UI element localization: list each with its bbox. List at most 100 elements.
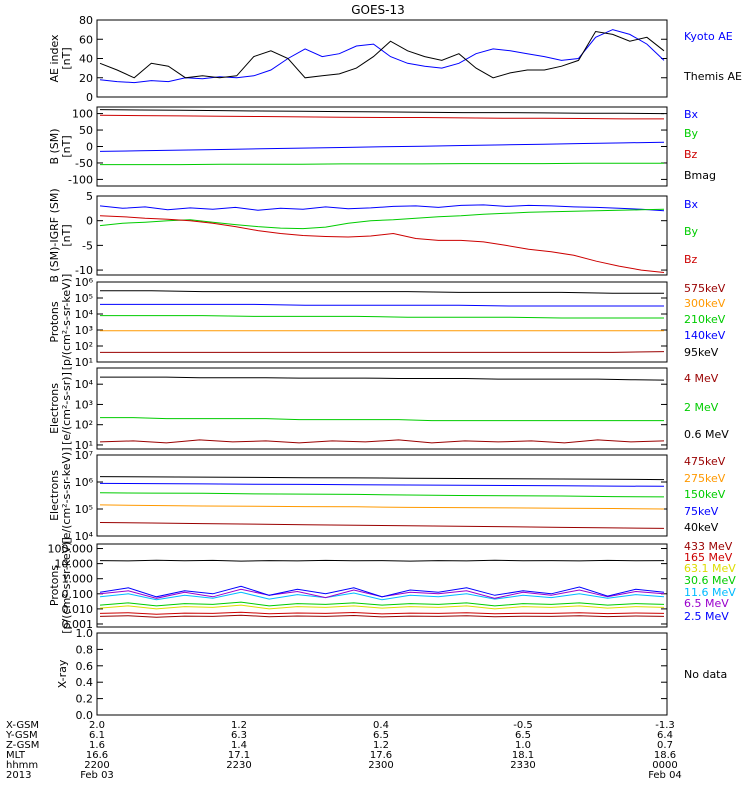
series-line-by	[100, 162, 664, 166]
footer-value: 17.6	[370, 750, 392, 761]
y-tick-label: 10²	[75, 419, 93, 432]
legend-entry: 2 MeV	[684, 401, 719, 414]
legend-entry: 140keV	[684, 329, 726, 342]
y-tick-label: 10¹	[75, 439, 93, 452]
legend-entry: 275keV	[684, 472, 726, 485]
y-tick-label: 10⁶	[75, 276, 94, 289]
series-line-0.6-mev	[100, 376, 665, 381]
legend-entry: Bz	[684, 148, 698, 161]
footer-row-label: Z-GSM	[6, 740, 39, 751]
y-axis-label: B (SM)[nT]	[48, 128, 73, 164]
y-tick-label: 0.001	[62, 618, 94, 631]
y-tick-label: 0.010	[62, 603, 94, 616]
footer-value: 1.2	[373, 740, 389, 751]
panel-protons: 10¹ 10² 10³ 10⁴ 10⁵ 10⁶Protons[p/(cm²-s-sr-ke…	[48, 274, 726, 371]
legend-entry: 2.5 MeV	[684, 610, 729, 623]
legend-entry: 40keV	[684, 521, 719, 534]
panel-frame	[96, 543, 668, 628]
footer-value: 1.0	[515, 740, 531, 751]
series-line-themis-ae	[99, 30, 665, 79]
legend-entry: Bz	[684, 253, 698, 266]
series-line-bmag	[99, 109, 665, 115]
panel-frame	[96, 195, 668, 276]
legend-entry: Bmag	[684, 169, 716, 182]
footer-row-label: hhmm	[6, 760, 38, 771]
legend-entry: 63.1 MeV	[684, 562, 736, 575]
footer-value: 0.7	[657, 740, 673, 751]
footer-value: 17.1	[228, 750, 250, 761]
y-tick-label: 100.000	[48, 543, 94, 556]
legend-entry: Themis AE	[683, 70, 742, 83]
y-tick-label: 10⁵	[75, 503, 93, 516]
y-tick-label: 80	[79, 14, 93, 27]
legend-entry: 210keV	[684, 313, 726, 326]
footer-value: 6.3	[231, 730, 247, 741]
y-tick-label: 10⁴	[75, 378, 94, 391]
footer-row-label: MLT	[6, 750, 26, 761]
series-line-bx	[99, 141, 665, 152]
legend-entry: 4 MeV	[684, 372, 719, 385]
footer-value: 1.6	[89, 740, 105, 751]
footer-value: 6.1	[89, 730, 105, 741]
footer-value: 2200	[84, 760, 109, 771]
series-line-75kev	[99, 482, 665, 487]
y-tick-label: 0	[86, 215, 93, 228]
series-line-433-mev	[99, 614, 665, 618]
series-line-unnamed	[99, 559, 665, 562]
panel-frame	[96, 454, 668, 537]
y-tick-label: 10⁴	[75, 530, 94, 543]
no-data-label: No data	[684, 668, 727, 681]
series-line-63.1-mev	[99, 604, 665, 610]
series-line-11.6-mev	[99, 591, 665, 601]
legend-entry: Bx	[684, 198, 699, 211]
legend-entry: 11.6 MeV	[684, 586, 736, 599]
y-tick-label: -5	[82, 239, 93, 252]
footer-value: 6.4	[657, 730, 673, 741]
y-tick-label: -100	[68, 173, 93, 186]
legend-entry: By	[684, 127, 699, 140]
y-tick-label: 10⁷	[75, 449, 93, 462]
y-tick-label: 0.6	[76, 660, 94, 673]
legend-entry: By	[684, 225, 699, 238]
y-axis-label: Electrons[e/(cm²-s-sr)]	[48, 372, 73, 445]
series-line-bz	[99, 114, 664, 120]
series-line-by	[99, 208, 665, 230]
series-line-95kev	[100, 290, 664, 294]
series-line-210kev	[100, 315, 664, 319]
panel-frame	[96, 632, 668, 716]
y-tick-label: 0.8	[76, 643, 94, 656]
series-line-30.6-mev	[99, 601, 665, 607]
footer-year: 2013	[6, 770, 31, 781]
legend-entry: 475keV	[684, 455, 726, 468]
legend-entry: 0.6 MeV	[684, 428, 729, 441]
y-tick-label: -50	[75, 157, 93, 170]
footer-row-label: X-GSM	[6, 720, 39, 731]
y-axis-label: Electrons[e/(cm²-s-sr-keV)]	[48, 447, 73, 543]
series-line-bz	[99, 215, 665, 273]
legend-entry: 6.5 MeV	[684, 597, 729, 610]
footer-value: 2300	[368, 760, 393, 771]
y-tick-label: 10³	[75, 324, 93, 337]
footer-date-start: Feb 03	[80, 770, 114, 781]
series-line-2-mev	[100, 417, 664, 422]
footer-value: 6.5	[515, 730, 531, 741]
series-line-bx	[99, 204, 665, 212]
y-tick-label: 10.000	[55, 558, 94, 571]
footer-value: -1.3	[655, 720, 675, 731]
y-tick-label: 40	[79, 53, 93, 66]
footer-value: 6.5	[373, 730, 389, 741]
legend-entry: 150keV	[684, 488, 726, 501]
y-tick-label: 10⁵	[75, 292, 93, 305]
y-tick-label: -10	[75, 264, 93, 277]
series-line-475kev	[99, 522, 665, 529]
series-line-2.5-mev	[99, 585, 665, 598]
legend-entry: 95keV	[684, 346, 719, 359]
legend-entry: 30.6 MeV	[684, 574, 736, 587]
series-line-165-mev	[99, 611, 665, 615]
y-tick-label: 10³	[75, 398, 93, 411]
y-tick-label: 0.4	[76, 676, 94, 689]
footer-value: 2230	[226, 760, 251, 771]
